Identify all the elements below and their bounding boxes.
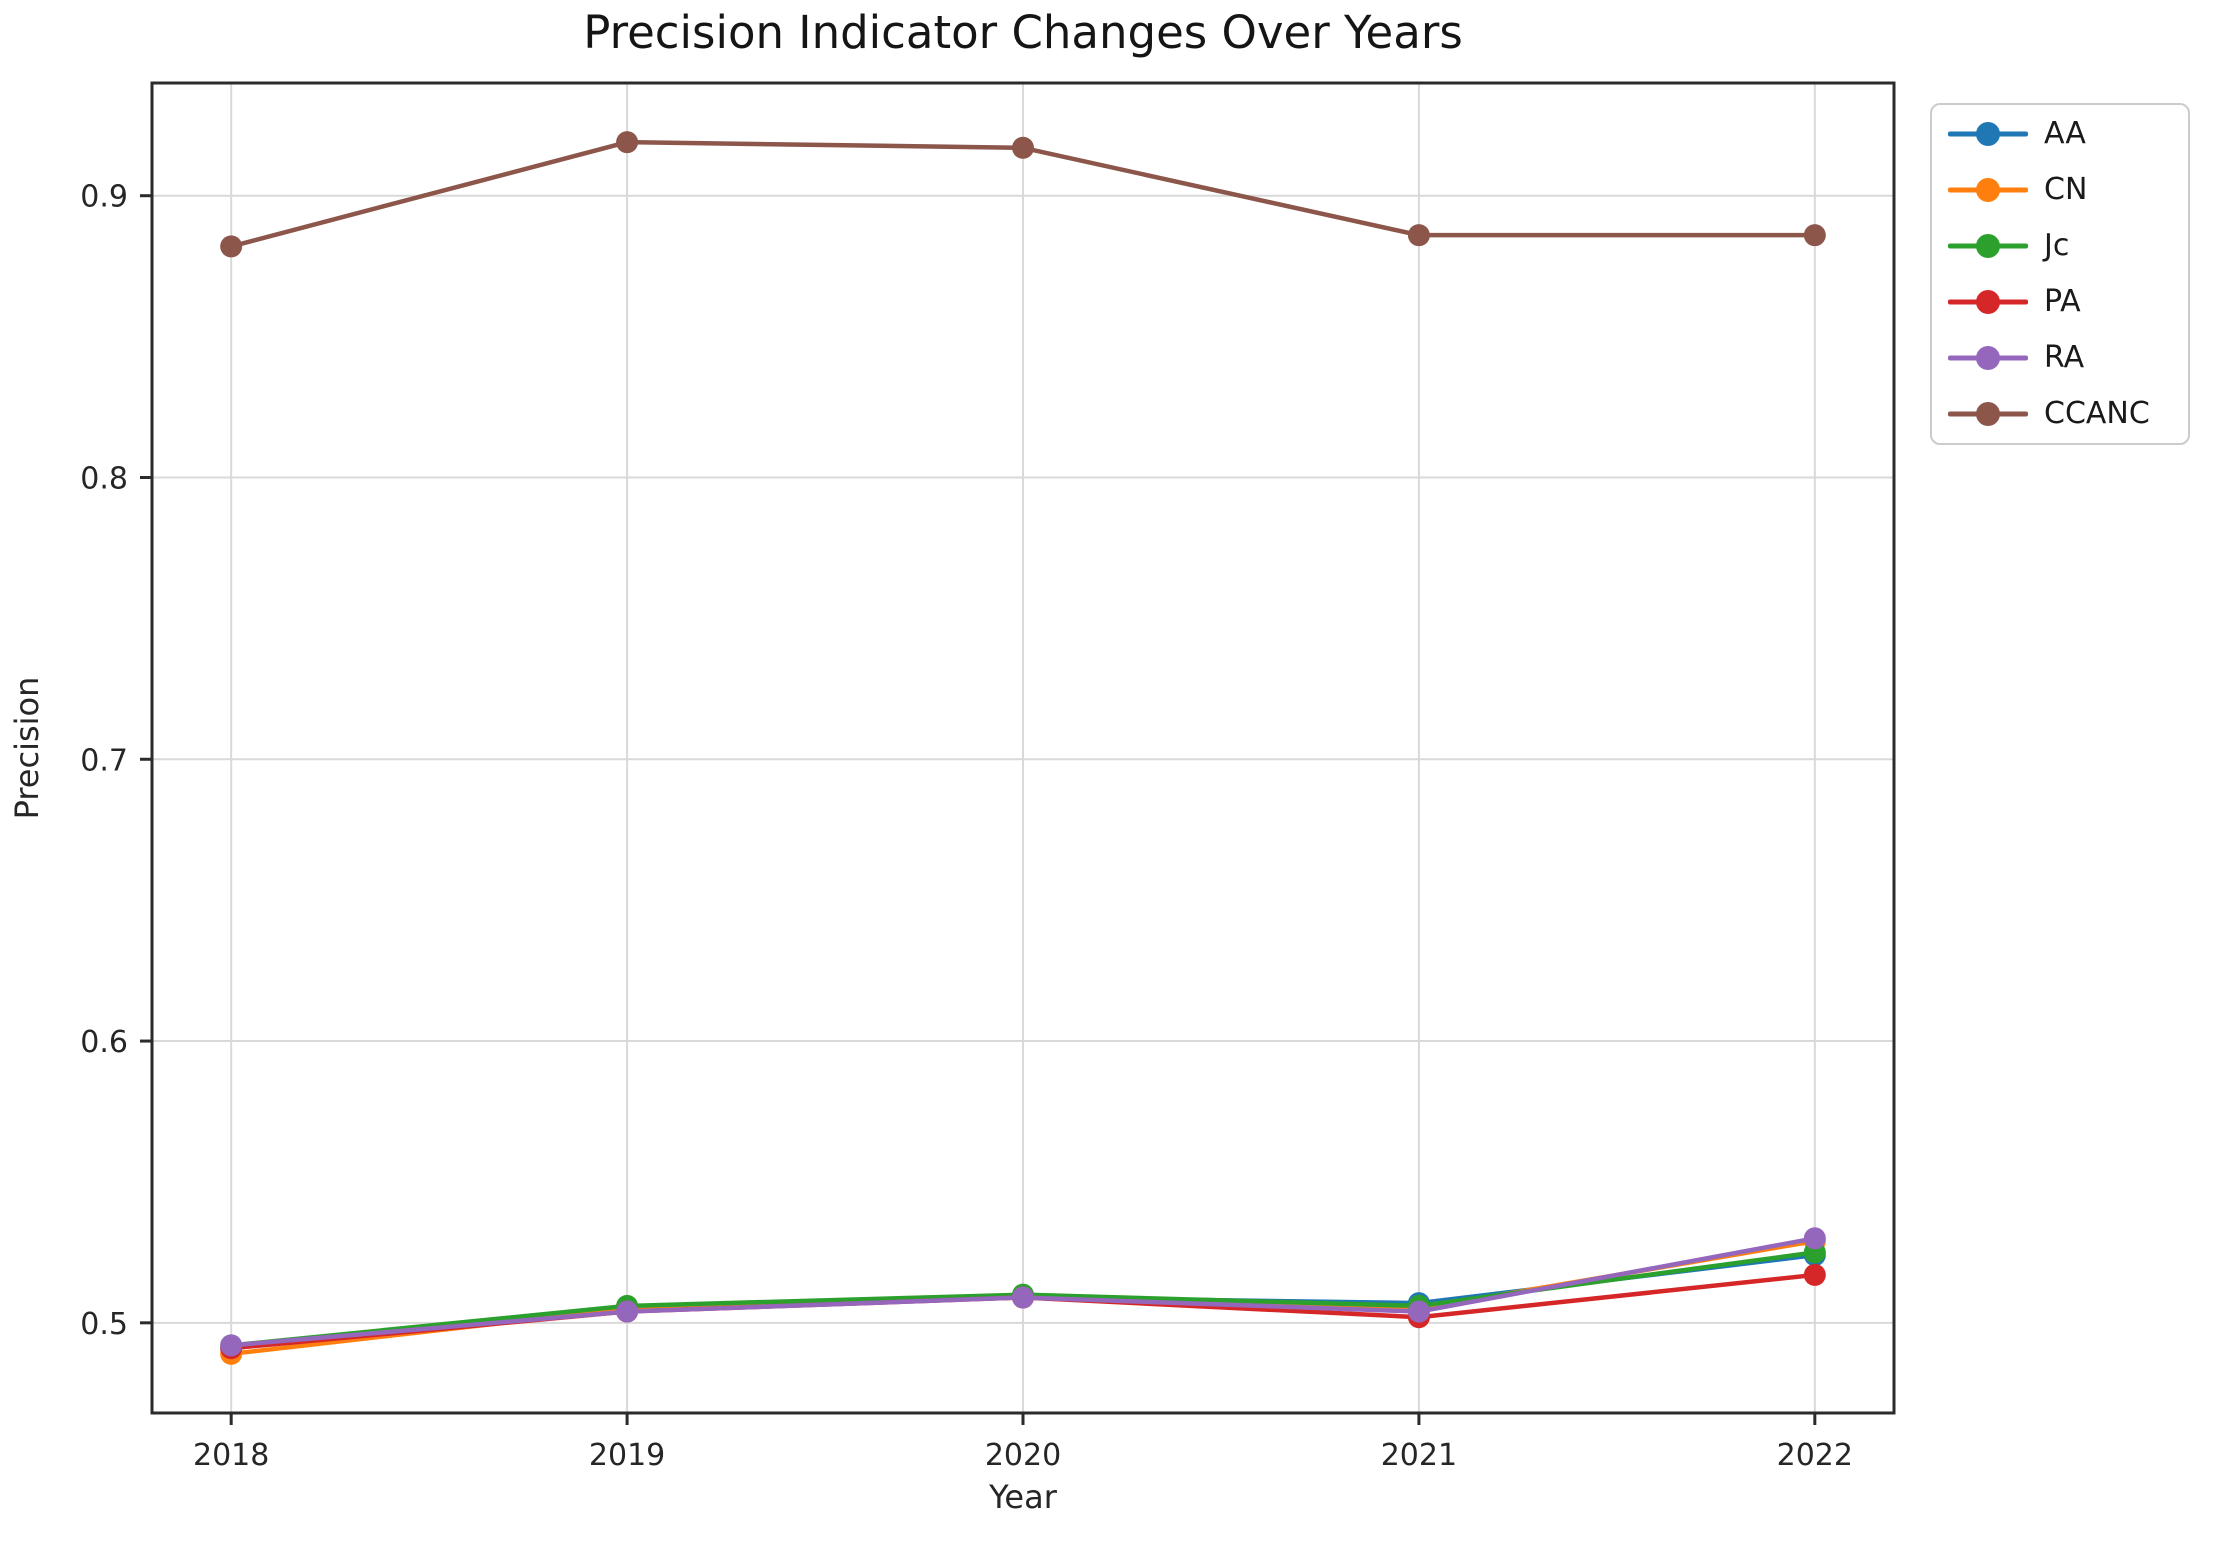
- chart-title: Precision Indicator Changes Over Years: [583, 6, 1463, 59]
- y-axis-label: Precision: [8, 676, 46, 820]
- x-tick-label: 2019: [589, 1438, 665, 1473]
- y-tick-label: 0.8: [80, 461, 128, 496]
- legend-item-RA: RA: [1948, 343, 2172, 373]
- y-tick-label: 0.9: [80, 180, 128, 215]
- legend-label: Jc: [2044, 228, 2070, 263]
- legend-line-marker-icon: [1948, 231, 2028, 261]
- y-tick-label: 0.6: [80, 1025, 128, 1060]
- legend-item-PA: PA: [1948, 287, 2172, 317]
- legend-dot-icon: [1976, 346, 2000, 370]
- series-marker-CCANC: [616, 131, 639, 154]
- legend-line-marker-icon: [1948, 399, 2028, 429]
- series-marker-RA: [1407, 1300, 1430, 1323]
- legend-dot-icon: [1976, 122, 2000, 146]
- legend-line-marker-icon: [1948, 119, 2028, 149]
- legend-label: CN: [2044, 172, 2088, 207]
- x-tick-label: 2021: [1381, 1438, 1457, 1473]
- legend-dot-icon: [1976, 234, 2000, 258]
- legend-line-marker-icon: [1948, 343, 2028, 373]
- x-tick-label: 2018: [193, 1438, 269, 1473]
- legend-item-CCANC: CCANC: [1948, 399, 2172, 429]
- legend-dot-icon: [1976, 290, 2000, 314]
- legend-item-CN: CN: [1948, 175, 2172, 205]
- x-tick-label: 2022: [1777, 1438, 1853, 1473]
- x-tick-label: 2020: [985, 1438, 1061, 1473]
- legend-item-AA: AA: [1948, 119, 2172, 149]
- legend-label: AA: [2044, 116, 2086, 151]
- series-marker-RA: [1012, 1286, 1034, 1309]
- legend: AA CN Jc PA RA CCANC: [1930, 103, 2190, 445]
- series-marker-CCANC: [1012, 136, 1034, 159]
- series-marker-RA: [1803, 1227, 1826, 1250]
- series-marker-RA: [616, 1300, 639, 1323]
- legend-label: RA: [2044, 340, 2085, 375]
- legend-dot-icon: [1976, 178, 2000, 202]
- x-axis-label: Year: [989, 1478, 1057, 1516]
- series-marker-CCANC: [1803, 224, 1826, 247]
- y-tick-label: 0.5: [80, 1307, 128, 1342]
- series-marker-CCANC: [220, 235, 243, 258]
- series-marker-PA: [1803, 1263, 1826, 1286]
- legend-dot-icon: [1976, 402, 2000, 426]
- legend-line-marker-icon: [1948, 175, 2028, 205]
- legend-label: CCANC: [2044, 396, 2150, 431]
- legend-line-marker-icon: [1948, 287, 2028, 317]
- legend-label: PA: [2044, 284, 2081, 319]
- series-marker-CCANC: [1407, 224, 1430, 247]
- series-marker-RA: [220, 1334, 243, 1357]
- legend-item-Jc: Jc: [1948, 231, 2172, 261]
- y-tick-label: 0.7: [80, 743, 128, 778]
